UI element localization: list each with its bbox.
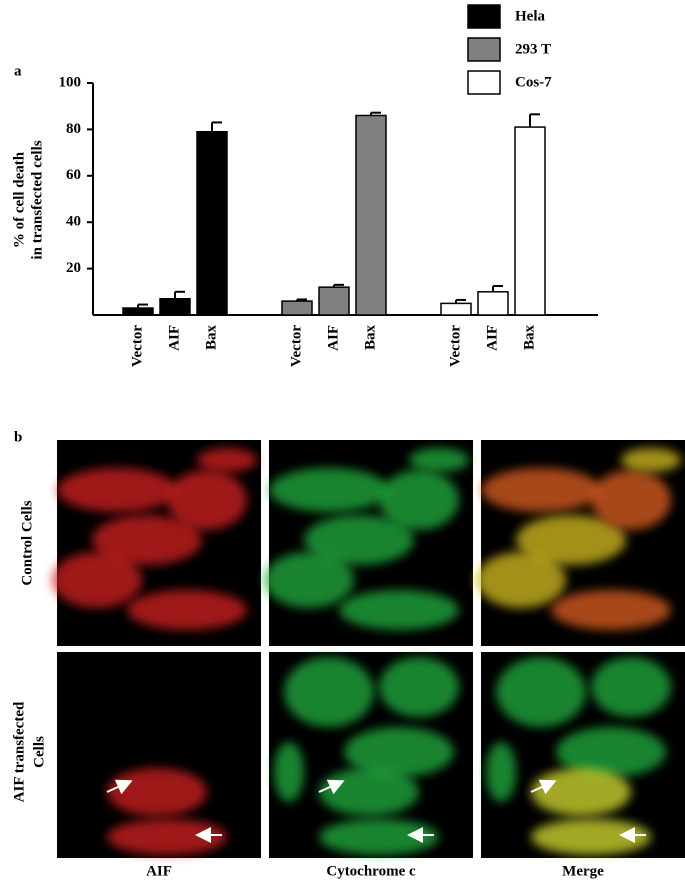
cell [531, 819, 651, 855]
legend-swatch [467, 4, 501, 29]
bar [196, 130, 228, 316]
cell [496, 657, 586, 727]
y-tick-label: 20 [66, 260, 81, 276]
legend-label: 293 T [515, 41, 551, 57]
x-tick-label: AIF [166, 325, 182, 351]
bar [318, 286, 350, 316]
x-tick-label: Bax [203, 325, 219, 351]
cell [319, 768, 419, 816]
cell [531, 768, 631, 816]
column-label: Merge [562, 863, 604, 879]
cell [167, 470, 247, 530]
legend-swatch [467, 37, 501, 62]
cell [197, 448, 257, 472]
cell [481, 468, 601, 512]
y-tick-label: 100 [59, 74, 82, 90]
cell [591, 470, 671, 530]
bar [514, 126, 546, 316]
bar [477, 291, 509, 316]
cell [344, 727, 454, 777]
x-tick-label: Bax [521, 325, 537, 351]
x-tick-label: AIF [484, 325, 500, 351]
cell [339, 590, 459, 630]
row-label: AIF transfected [11, 701, 27, 802]
cell [556, 727, 666, 777]
cell [591, 657, 671, 717]
cell [107, 768, 207, 816]
cell [379, 470, 459, 530]
y-tick-label: 80 [66, 121, 81, 137]
cell [379, 657, 459, 717]
cell [269, 468, 389, 512]
legend-swatch [467, 70, 501, 95]
arrow [106, 779, 133, 795]
cell [264, 552, 354, 608]
y-axis-label: in transfected cells [29, 140, 45, 259]
x-tick-label: Vector [129, 325, 145, 367]
y-tick-label: 40 [66, 214, 81, 230]
cell [551, 590, 671, 630]
cell [107, 819, 227, 855]
cell [274, 742, 304, 802]
column-label: Cytochrome c [326, 863, 416, 879]
arrow [318, 779, 345, 795]
cell [409, 448, 469, 472]
cell [319, 819, 439, 855]
y-tick-label: 60 [66, 167, 81, 183]
x-tick-label: Vector [288, 325, 304, 367]
bar [355, 114, 387, 316]
cell [516, 515, 626, 565]
row-label: Cells [31, 736, 47, 768]
bar [122, 307, 154, 316]
cell [304, 515, 414, 565]
cell [621, 448, 681, 472]
panel-label: b [14, 429, 22, 445]
row-label: Control Cells [19, 500, 35, 585]
cell [52, 552, 142, 608]
panel-label: a [14, 63, 22, 79]
cell [476, 552, 566, 608]
legend-label: Cos-7 [515, 74, 552, 90]
cell [284, 657, 374, 727]
cell [57, 468, 177, 512]
cell [92, 515, 202, 565]
legend-label: Hela [515, 8, 545, 24]
cell [486, 742, 516, 802]
column-label: AIF [146, 863, 172, 879]
bar [440, 302, 472, 316]
y-axis-label: % of cell death [11, 151, 27, 248]
x-tick-label: AIF [325, 325, 341, 351]
cell [127, 590, 247, 630]
x-tick-label: Bax [362, 325, 378, 351]
bar [159, 298, 191, 316]
arrow [530, 779, 557, 795]
bar [281, 300, 313, 316]
x-tick-label: Vector [447, 325, 463, 367]
